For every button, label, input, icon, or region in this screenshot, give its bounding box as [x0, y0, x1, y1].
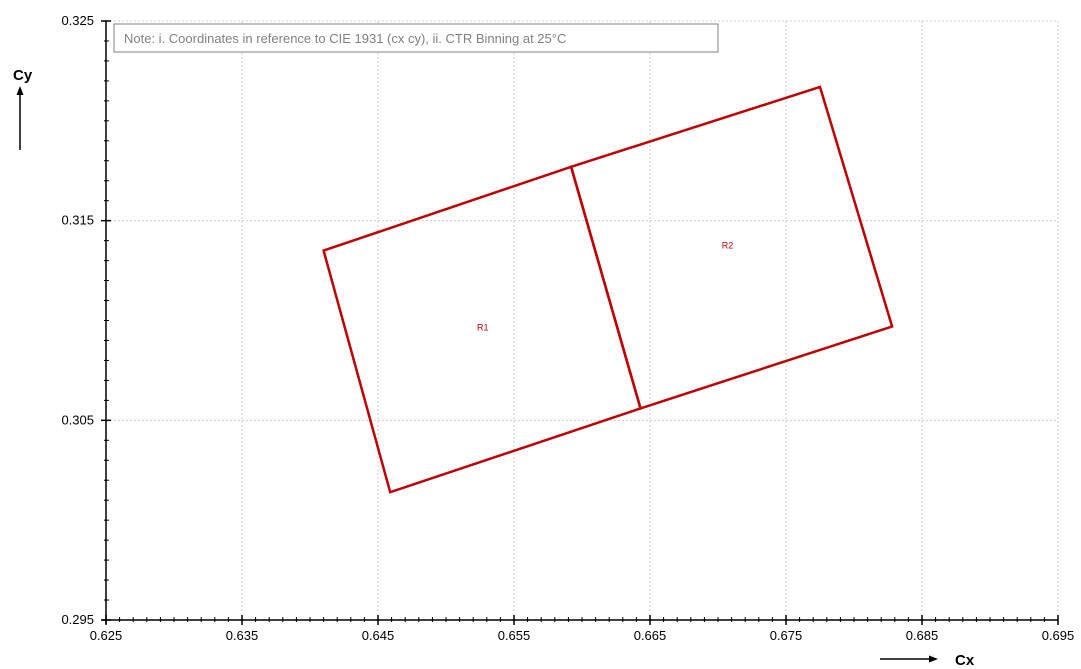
- note-text: Note: i. Coordinates in reference to CIE…: [124, 31, 566, 46]
- x-tick-label: 0.675: [770, 628, 803, 643]
- y-axis-title-group: Cy: [13, 67, 33, 150]
- x-axis-title-arrow-head: [929, 655, 938, 663]
- x-tick-label: 0.635: [226, 628, 259, 643]
- x-tick-label: 0.695: [1042, 628, 1075, 643]
- tick-labels: 0.625 0.635 0.645 0.655 0.665 0.675 0.685 0.695…: [61, 13, 1074, 643]
- y-tick-label: 0.295: [61, 612, 94, 627]
- y-tick-label: 0.325: [61, 13, 94, 28]
- x-tick-label: 0.645: [362, 628, 395, 643]
- x-tick-label: 0.685: [906, 628, 939, 643]
- region-label-r1: R1: [477, 322, 489, 332]
- grid: [106, 20, 1059, 620]
- x-tick-label: 0.665: [634, 628, 667, 643]
- x-axis-title-group: Cx: [880, 652, 975, 669]
- note-border: [113, 23, 719, 53]
- bin-regions: R1 R2: [322, 85, 894, 494]
- y-tick-label: 0.305: [61, 412, 94, 427]
- axes: [101, 20, 1059, 625]
- note-box: Note: i. Coordinates in reference to CIE…: [113, 23, 719, 53]
- y-axis-title: Cy: [13, 67, 33, 84]
- y-tick-label: 0.315: [61, 213, 94, 228]
- region-r2: [569, 85, 894, 410]
- y-axis-title-arrow-head: [16, 86, 24, 95]
- region-label-r2: R2: [722, 241, 734, 251]
- x-tick-label: 0.655: [498, 628, 531, 643]
- x-tick-label: 0.625: [90, 628, 123, 643]
- x-axis-title: Cx: [955, 652, 975, 669]
